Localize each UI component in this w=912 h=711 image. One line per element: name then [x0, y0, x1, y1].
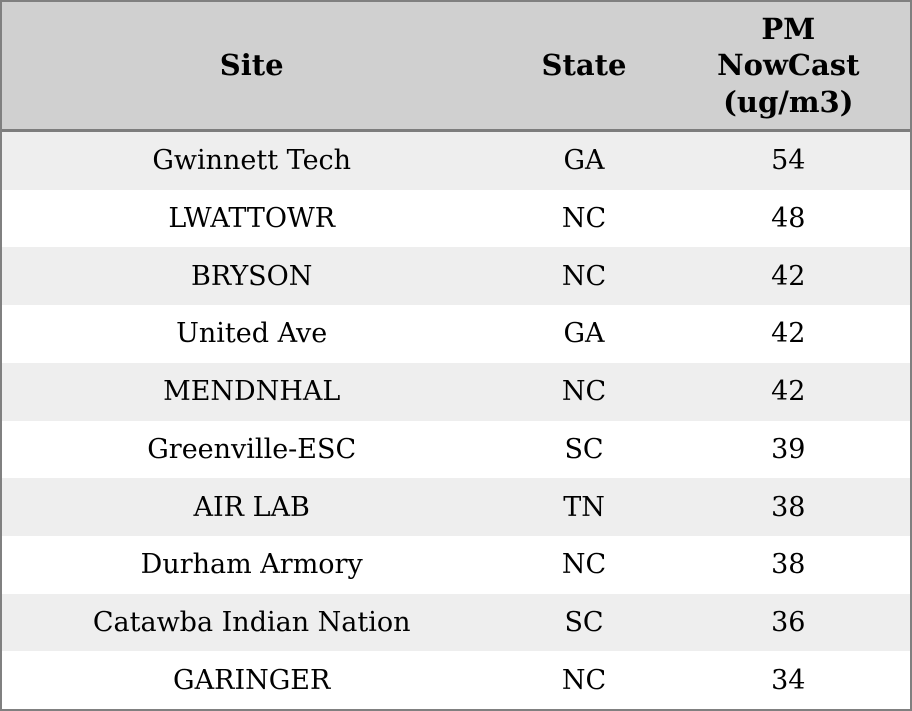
state-cell: NC [561, 376, 607, 408]
table-row: BRYSON NC 42 [2, 247, 910, 306]
table-row: Greenville-ESC SC 39 [2, 420, 910, 479]
table-row: AIR LAB TN 38 [2, 478, 910, 536]
site-cell: Durham Armory [140, 549, 363, 581]
state-cell: NC [561, 549, 607, 581]
state-cell: SC [564, 433, 604, 465]
table-row: Gwinnett Tech GA 54 [2, 132, 910, 190]
pm-nowcast-cell: 34 [771, 664, 806, 696]
table-row: GARINGER NC 34 [2, 651, 910, 710]
pm-nowcast-cell: 54 [771, 145, 806, 177]
state-cell: SC [564, 606, 604, 638]
site-cell: Gwinnett Tech [152, 145, 352, 177]
table-row: Catawba Indian Nation SC 36 [2, 593, 910, 652]
state-cell: NC [561, 664, 607, 696]
site-cell: Greenville-ESC [147, 433, 357, 465]
state-cell: GA [563, 145, 605, 177]
pm-nowcast-cell: 42 [771, 376, 806, 408]
state-cell: GA [563, 318, 605, 350]
table-row: MENDNHAL NC 42 [2, 362, 910, 421]
table-row: Durham Armory NC 38 [2, 535, 910, 594]
column-header-pm-nowcast: PM NowCast (ug/m3) [667, 2, 910, 129]
pm-nowcast-cell: 38 [771, 491, 806, 523]
table-header-row: Site State PM NowCast (ug/m3) [2, 2, 910, 132]
site-cell: Catawba Indian Nation [92, 606, 411, 638]
site-cell: BRYSON [190, 260, 313, 292]
site-cell: GARINGER [173, 664, 331, 696]
pm-nowcast-cell: 48 [771, 203, 806, 235]
site-cell: United Ave [176, 318, 328, 350]
site-cell: LWATTOWR [168, 203, 336, 235]
table-row: United Ave GA 42 [2, 305, 910, 363]
pm-nowcast-cell: 42 [771, 318, 806, 350]
state-cell: NC [561, 260, 607, 292]
column-header-pm-nowcast-label: PM NowCast (ug/m3) [717, 12, 860, 119]
column-header-site: Site [219, 48, 284, 83]
pm-nowcast-cell: 42 [771, 260, 806, 292]
site-cell: MENDNHAL [163, 376, 341, 408]
state-cell: TN [563, 491, 605, 523]
table-row: LWATTOWR NC 48 [2, 189, 910, 248]
table-body: Gwinnett Tech GA 54 LWATTOWR NC 48 BRYSO… [2, 132, 910, 710]
pm-nowcast-cell: 36 [771, 606, 806, 638]
column-header-state: State [541, 48, 627, 83]
site-cell: AIR LAB [193, 491, 310, 523]
pm-nowcast-cell: 39 [771, 433, 806, 465]
state-cell: NC [561, 203, 607, 235]
pm-nowcast-cell: 38 [771, 549, 806, 581]
